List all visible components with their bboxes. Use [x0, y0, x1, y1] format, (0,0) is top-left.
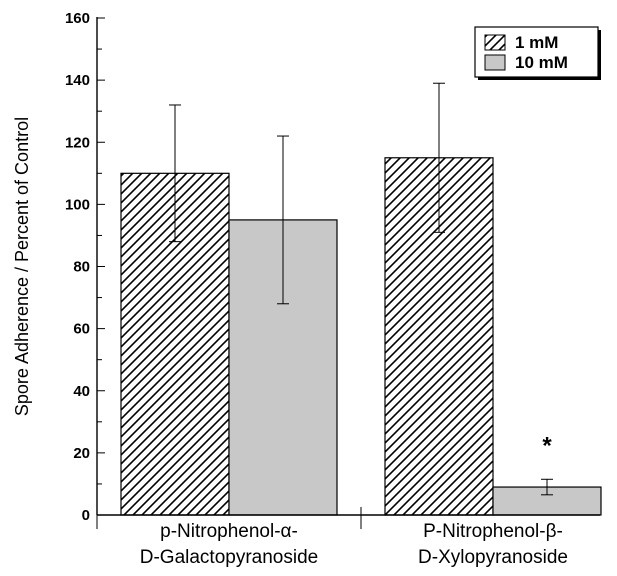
- category-label-1: p-Nitrophenol-α-: [160, 521, 298, 542]
- y-tick-label: 20: [73, 445, 90, 462]
- legend-swatch-10mm: [484, 54, 506, 71]
- y-tick-label: 120: [65, 134, 90, 151]
- y-axis-title: Spore Adherence / Percent of Control: [12, 117, 32, 416]
- legend-swatch-1mm: [484, 34, 506, 51]
- category-label-2: D-Xylopyranoside: [418, 547, 568, 568]
- y-tick-label: 0: [82, 507, 90, 524]
- category-label-1: D-Galactopyranoside: [140, 547, 318, 568]
- legend-label-10mm: 10 mM: [515, 53, 568, 72]
- legend-label-1mm: 1 mM: [515, 33, 558, 52]
- y-tick-label: 60: [73, 321, 90, 338]
- y-tick-label: 40: [73, 383, 90, 400]
- y-tick-label: 160: [65, 10, 90, 27]
- significance-asterisk: *: [542, 432, 552, 459]
- category-label-2: P-Nitrophenol-β-: [423, 521, 563, 542]
- y-tick-label: 140: [65, 72, 90, 89]
- y-tick-label: 80: [73, 259, 90, 276]
- y-tick-label: 100: [65, 196, 90, 213]
